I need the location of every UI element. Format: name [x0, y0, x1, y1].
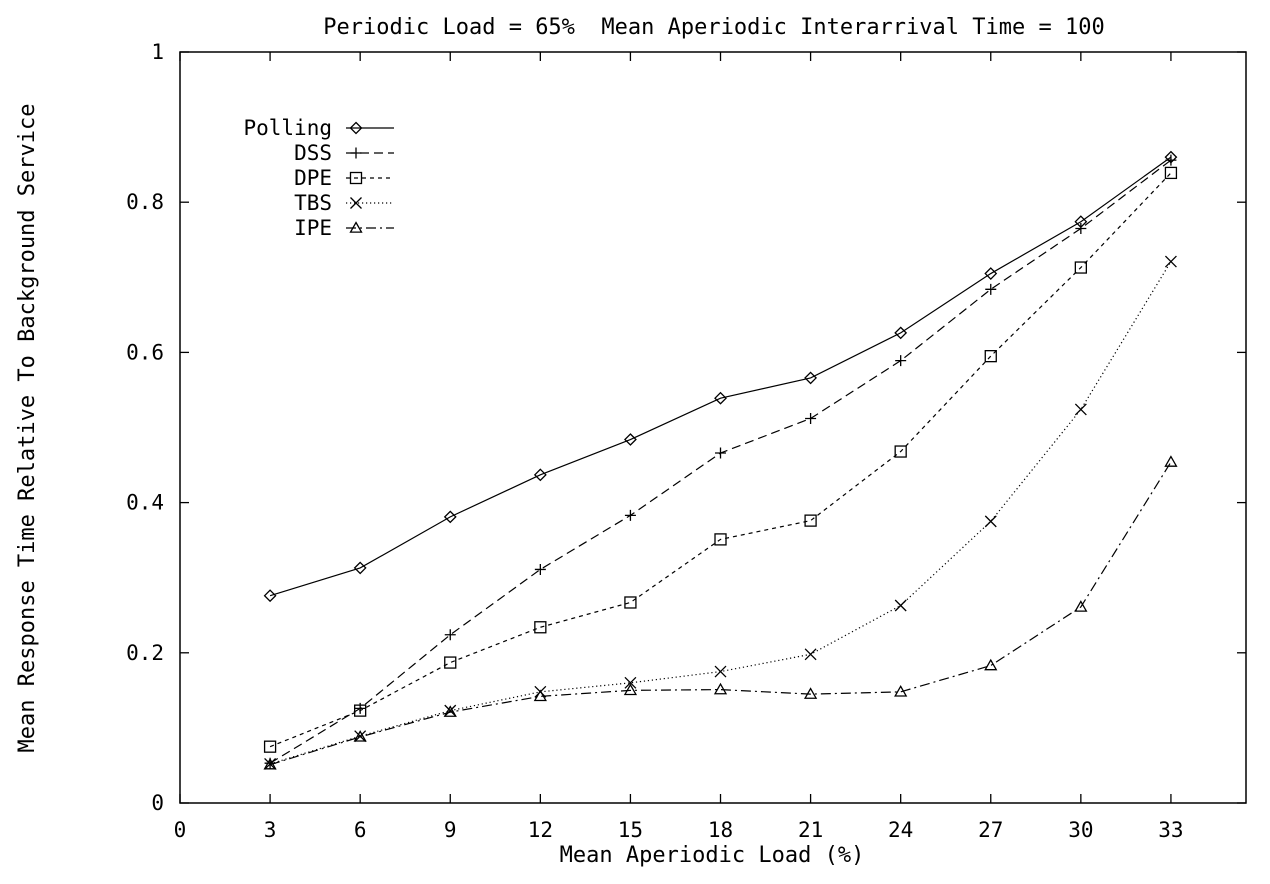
point-polling — [353, 561, 367, 575]
point-dpe — [984, 350, 997, 363]
x-axis-label: Mean Aperiodic Load (%) — [560, 843, 865, 868]
point-dpe — [354, 704, 367, 717]
x-tick-label: 6 — [354, 818, 367, 842]
point-dpe — [624, 596, 637, 609]
y-axis-label: Mean Response Time Relative To Backgroun… — [15, 103, 40, 752]
point-tbs — [1164, 255, 1177, 268]
point-dpe — [1074, 261, 1087, 274]
point-dss — [985, 283, 997, 295]
point-tbs — [264, 757, 277, 770]
x-tick-label: 15 — [618, 818, 643, 842]
point-dss — [805, 412, 817, 424]
y-tick-label: 0.4 — [126, 491, 164, 515]
point-dpe — [534, 621, 547, 634]
point-dss — [534, 563, 546, 575]
legend-label-dss: DSS — [294, 141, 332, 165]
x-tick-label: 0 — [174, 818, 187, 842]
series-dpe — [263, 166, 1178, 753]
chart-title: Periodic Load = 65% Mean Aperiodic Inter… — [323, 15, 1104, 40]
point-tbs — [984, 515, 997, 528]
point-polling — [804, 371, 818, 385]
point-polling — [443, 510, 457, 524]
point-dpe — [804, 514, 817, 527]
x-tick-label: 21 — [798, 818, 823, 842]
x-tick-label: 3 — [264, 818, 277, 842]
legend-marker-dss — [350, 147, 362, 159]
legend-label-tbs: TBS — [294, 191, 332, 215]
point-polling — [263, 589, 277, 603]
legend-marker-tbs — [350, 197, 362, 209]
point-tbs — [354, 730, 367, 743]
plot-frame — [179, 51, 1247, 804]
point-polling — [624, 433, 637, 446]
series-line-tbs — [269, 261, 1172, 765]
point-ipe — [263, 757, 277, 770]
y-tick-label: 1 — [151, 40, 164, 64]
legend-label-dpe: DPE — [294, 166, 332, 190]
series-line-polling — [269, 156, 1172, 597]
point-tbs — [624, 676, 637, 689]
point-ipe — [623, 683, 638, 696]
axis-ticks: 0 3 6 9 12 15 18 21 24 27 30 33 0 0.2 0.4 0.6 0.8 1 — [126, 40, 1246, 842]
x-tick-label: 27 — [978, 818, 1003, 842]
point-dss — [1075, 222, 1087, 234]
point-dpe — [714, 533, 727, 546]
legend-marker-ipe — [349, 221, 363, 233]
point-dpe — [444, 656, 457, 669]
point-ipe — [984, 658, 998, 671]
point-polling — [894, 326, 908, 340]
legend-marker-dpe — [349, 171, 363, 185]
point-ipe — [713, 682, 728, 695]
point-dpe — [263, 740, 277, 753]
point-dss — [895, 355, 907, 367]
y-tick-label: 0 — [151, 791, 164, 815]
legend-label-ipe: IPE — [294, 216, 332, 240]
legend-label-polling: Polling — [243, 116, 332, 140]
point-tbs — [894, 599, 907, 612]
y-tick-label: 0.2 — [126, 641, 164, 665]
x-tick-label: 18 — [708, 818, 733, 842]
point-dss — [1165, 154, 1177, 166]
point-ipe — [1164, 455, 1178, 467]
point-ipe — [443, 705, 457, 717]
point-ipe — [353, 730, 367, 742]
point-dss — [444, 629, 456, 641]
point-polling — [533, 468, 547, 482]
x-tick-label: 9 — [444, 818, 457, 842]
series-lines — [263, 150, 1178, 770]
series-line-dpe — [269, 172, 1172, 748]
point-ipe — [894, 685, 908, 697]
series-dss — [264, 154, 1177, 769]
point-tbs — [804, 648, 817, 661]
x-tick-label: 30 — [1068, 818, 1093, 842]
legend-marker-polling — [349, 121, 363, 135]
y-tick-label: 0.6 — [126, 340, 164, 364]
point-ipe — [1074, 600, 1088, 612]
point-ipe — [803, 687, 818, 699]
x-tick-label: 24 — [888, 818, 913, 842]
point-polling — [984, 267, 998, 280]
point-dpe — [894, 445, 907, 458]
series-tbs — [264, 255, 1177, 770]
point-ipe — [533, 689, 547, 702]
point-tbs — [714, 665, 727, 678]
x-tick-label: 12 — [528, 818, 553, 842]
series-line-ipe — [269, 461, 1172, 766]
series-line-dss — [269, 159, 1172, 764]
x-tick-label: 33 — [1158, 818, 1183, 842]
y-tick-label: 0.8 — [126, 190, 164, 214]
point-dss — [624, 509, 636, 521]
point-polling — [714, 391, 727, 405]
point-dss — [715, 447, 727, 459]
point-dpe — [1164, 166, 1178, 180]
series-ipe — [263, 455, 1178, 770]
point-tbs — [1074, 403, 1087, 416]
